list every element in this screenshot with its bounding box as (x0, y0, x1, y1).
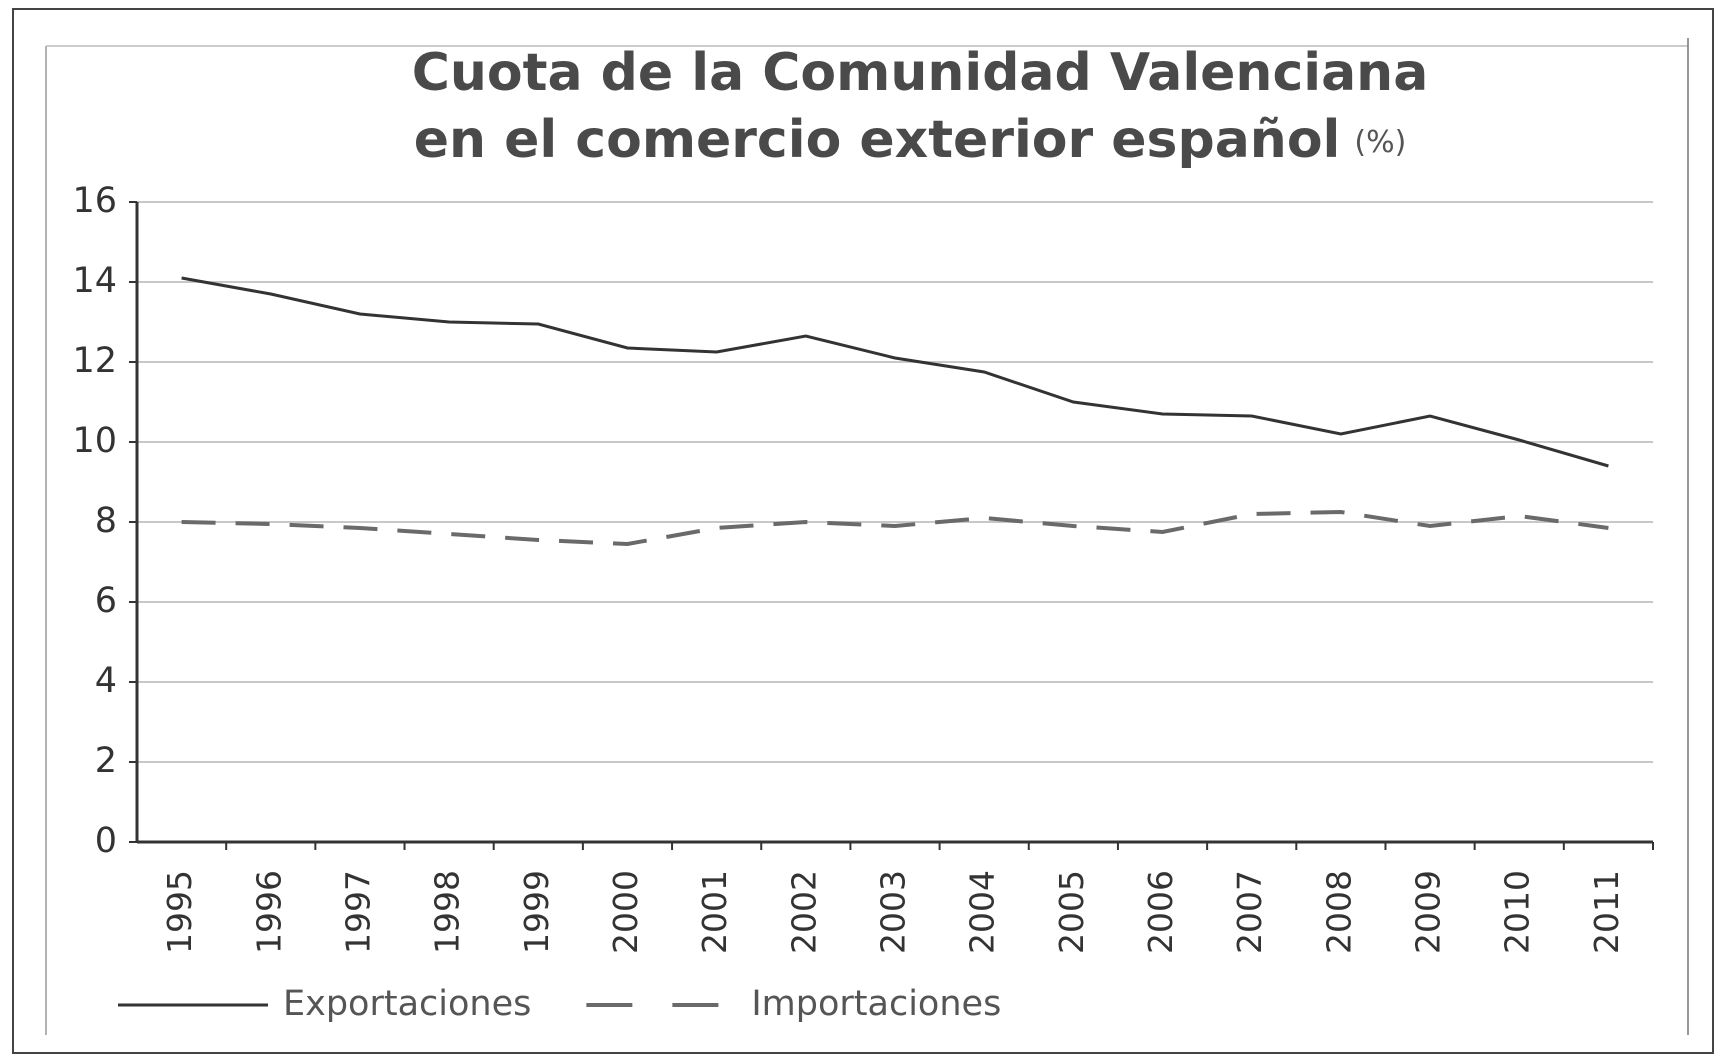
x-tick-label: 2005 (1052, 870, 1091, 954)
x-tick-label: 2010 (1498, 870, 1537, 954)
legend-label: Exportaciones (283, 984, 531, 1024)
y-tick-label: 0 (95, 821, 117, 861)
y-tick-label: 8 (95, 501, 117, 541)
y-tick-label: 14 (72, 261, 117, 301)
y-tick-label: 16 (72, 181, 117, 221)
x-tick-label: 2004 (963, 870, 1002, 954)
y-tick-label: 2 (95, 741, 117, 781)
chart-title: en el comercio exterior español (414, 110, 1341, 170)
line-series (181, 509, 1609, 547)
x-tick-label: 2001 (695, 870, 734, 954)
x-tick-label: 2008 (1319, 870, 1358, 954)
x-tick-label: 2003 (874, 870, 913, 954)
x-tick-label: 2009 (1409, 870, 1448, 954)
y-tick-label: 4 (95, 661, 117, 701)
chart-title: Cuota de la Comunidad Valenciana (412, 43, 1429, 103)
x-tick-label: 2002 (784, 870, 823, 954)
x-tick-label: 1997 (338, 870, 377, 954)
x-tick-label: 1996 (249, 870, 288, 954)
line-series (181, 276, 1609, 468)
chart-unit: (%) (1354, 125, 1406, 160)
x-tick-label: 2011 (1587, 870, 1626, 954)
x-tick-label: 1999 (517, 870, 556, 954)
chart-title-line: en el comercio exterior español (%) (414, 110, 1407, 170)
x-tick-label: 1995 (160, 870, 199, 954)
x-tick-label: 2000 (606, 870, 645, 954)
y-tick-label: 12 (72, 341, 117, 381)
y-tick-label: 10 (72, 421, 117, 461)
x-tick-label: 1998 (428, 870, 467, 954)
x-tick-label: 2007 (1230, 870, 1269, 954)
outer-frame (12, 8, 1714, 1054)
y-tick-label: 6 (95, 581, 117, 621)
x-tick-label: 2006 (1141, 870, 1180, 954)
legend-label: Importaciones (751, 984, 1001, 1024)
